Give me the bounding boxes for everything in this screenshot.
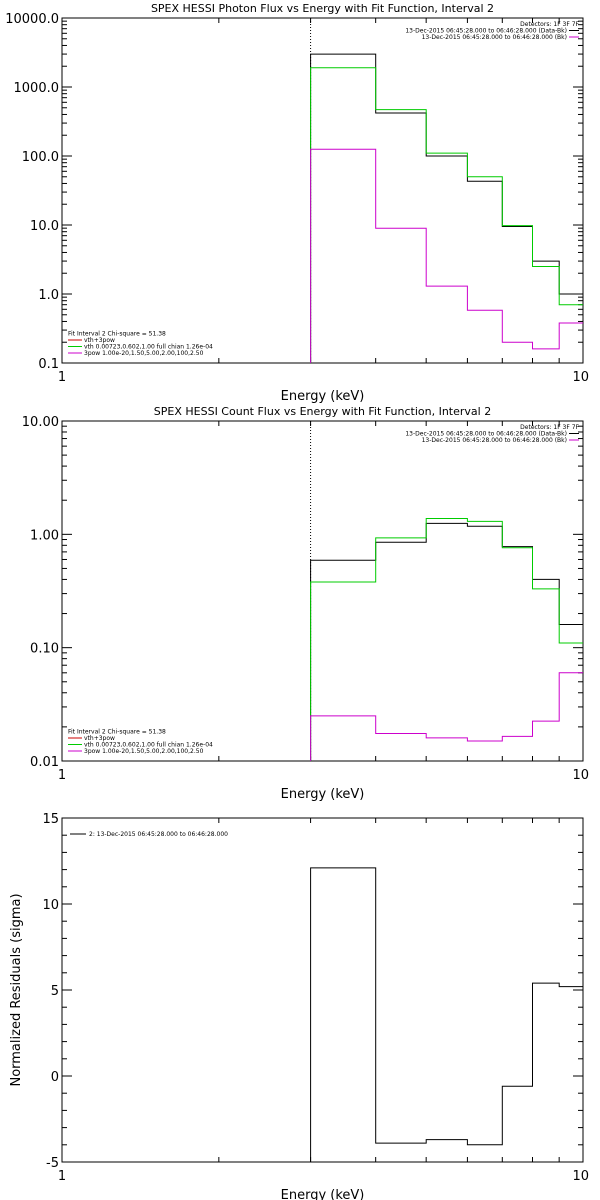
series-line (310, 518, 583, 761)
y-tick-label: 10000.0 (5, 12, 59, 27)
x-tick-label: 10 (572, 1169, 589, 1184)
y-tick-label: 1.00 (30, 528, 59, 543)
series-line (310, 867, 583, 1162)
legend-text: Fit Interval 2 Chi-square = 51.38 (68, 729, 166, 736)
y-axis-label: Normalized Residuals (sigma) (9, 893, 24, 1086)
y-tick-label: 5 (51, 984, 59, 999)
header-text: 13-Dec-2015 06:45:28.000 to 06:46:28.000… (405, 28, 567, 35)
header-text: Detectors: 1F 3F 7F (520, 424, 579, 431)
count-flux-panel: SPEX HESSI Count Flux vs Energy with Fit… (22, 405, 589, 802)
legend-text: vth 0.00723,0.602,1.00 full chian 1.26e-… (84, 742, 213, 749)
x-tick-label: 1 (58, 1169, 66, 1184)
legend-text: vth 0.00723,0.602,1.00 full chian 1.26e-… (84, 344, 213, 351)
x-axis-label: Energy (keV) (281, 787, 365, 802)
legend-text: 2: 13-Dec-2015 06:45:28.000 to 06:46:28.… (89, 831, 228, 838)
series-line (310, 67, 583, 363)
y-tick-label: 0 (51, 1070, 59, 1085)
plot-frame (61, 817, 584, 1163)
series-line (310, 148, 583, 363)
y-tick-label: 1000.0 (14, 81, 60, 96)
x-axis-label: Energy (keV) (281, 1188, 365, 1200)
header-text: 13-Dec-2015 06:45:28.000 to 06:46:28.000… (422, 437, 567, 444)
chart-title: SPEX HESSI Photon Flux vs Energy with Fi… (151, 2, 494, 15)
header-text: Detectors: 1F 3F 7F (520, 21, 579, 28)
x-tick-label: 1 (58, 370, 66, 385)
series-line (310, 53, 583, 363)
y-tick-label: 0.01 (30, 755, 59, 770)
series-line (310, 672, 583, 761)
residuals-panel: 1 10 Energy (keV) -5 0 5 10 15 Normalized Residu… (9, 812, 589, 1200)
y-tick-label: 0.1 (38, 357, 59, 372)
y-tick-label: 0.10 (30, 642, 59, 657)
legend-text: Fit Interval 2 Chi-square = 51.38 (68, 331, 166, 338)
x-axis-label: Energy (keV) (281, 389, 365, 404)
legend-text: 3pow 1.00e-20,1.50,5.00,2.00,100,2.50 (84, 350, 204, 357)
header-text: 13-Dec-2015 06:45:28.000 to 06:46:28.000… (422, 34, 567, 41)
header-text: 13-Dec-2015 06:45:28.000 to 06:46:28.000… (405, 431, 567, 438)
y-tick-label: 10.00 (22, 415, 59, 430)
y-tick-label: 100.0 (22, 150, 59, 165)
y-tick-label: 10 (42, 898, 59, 913)
legend-text: vth+3pow (84, 735, 115, 742)
legend-text: vth+3pow (84, 337, 115, 344)
legend-text: 3pow 1.00e-20,1.50,5.00,2.00,100,2.50 (84, 748, 204, 755)
y-tick-label: -5 (46, 1156, 59, 1171)
x-tick-label: 10 (572, 768, 589, 783)
plot-frame (61, 17, 584, 364)
plot-frame (61, 420, 584, 762)
y-tick-label: 10.0 (30, 219, 59, 234)
x-tick-label: 1 (58, 768, 66, 783)
photon-flux-panel: SPEX HESSI Photon Flux vs Energy with Fi… (5, 2, 589, 404)
chart-title: SPEX HESSI Count Flux vs Energy with Fit… (154, 405, 491, 418)
x-tick-label: 10 (572, 370, 589, 385)
y-tick-label: 1.0 (38, 288, 59, 303)
series-line (310, 522, 583, 761)
y-tick-label: 15 (42, 812, 59, 827)
